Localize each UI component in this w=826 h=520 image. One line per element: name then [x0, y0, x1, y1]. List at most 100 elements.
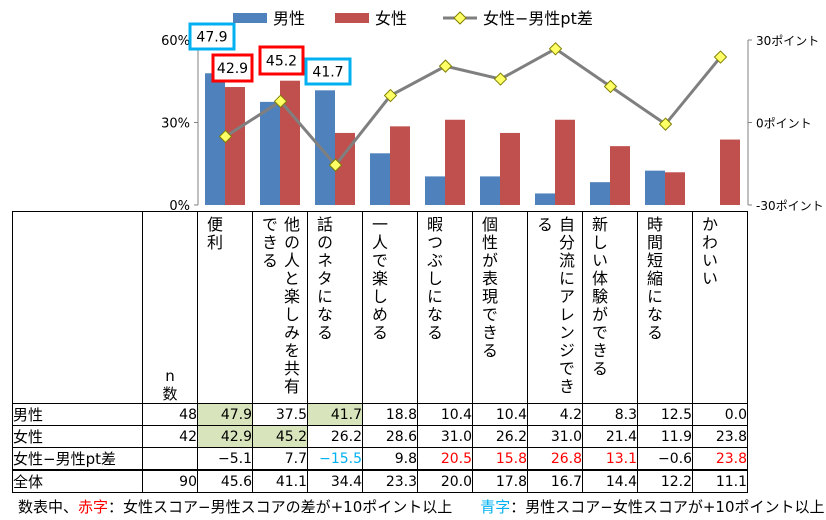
row-n [142, 447, 198, 471]
column-header-label: 一人で楽しめる [369, 216, 388, 342]
table-cell: 20.0 [417, 469, 473, 493]
legend-label: 男性 [273, 9, 305, 28]
bar-female [280, 80, 300, 205]
column-header-label: 暇つぶしになる [424, 216, 443, 342]
row-label: 全体 [12, 469, 143, 493]
table-cell: 18.8 [362, 403, 418, 426]
legend-swatch [335, 13, 369, 23]
value-callout-box [304, 57, 352, 86]
table-cell: 23.8 [692, 425, 748, 448]
row-n: 42 [142, 425, 198, 448]
footnote-prefix: 数表中、 [18, 498, 79, 516]
legend-swatch [233, 13, 267, 23]
diff-line [224, 47, 722, 168]
footnote-red-text: ：女性スコア−男性スコアの差が+10ポイント以上 [108, 498, 453, 516]
bar-female [555, 119, 575, 205]
diff-marker [658, 117, 673, 131]
footnote-red-label: 赤字 [78, 498, 109, 516]
table-cell: 41.1 [252, 469, 308, 493]
table-cell: 26.8 [527, 447, 583, 471]
column-header: 話のネタになる [307, 211, 363, 404]
table-cell: 45.6 [197, 469, 253, 493]
bar-female [720, 139, 740, 205]
table-cell: 13.1 [582, 447, 638, 471]
value-callout-box [211, 53, 254, 83]
value-callout-box [258, 45, 305, 76]
table-cell: 14.4 [582, 469, 638, 493]
table-cell: 23.8 [692, 447, 748, 471]
bar-male [645, 170, 665, 205]
table-cell: 10.4 [472, 403, 528, 426]
column-header: 個性が表現できる [472, 211, 528, 404]
table-row: 男性 48 47.9 37.5 41.7 18.8 10.4 10.4 4.2 8.3 12.5 0.… [12, 403, 748, 426]
table-cell: 41.7 [307, 403, 363, 426]
diff-marker [383, 88, 398, 103]
table-cell: −0.6 [637, 447, 693, 471]
bar-female [665, 172, 685, 205]
chart-area: 0% 30% 60% -30ポイント 0ポイント 30ポイント 47.9 42.9 45.2 41… [161, 9, 824, 212]
right-axis-tick-label: 30ポイント [756, 34, 819, 48]
table-cell: 20.5 [417, 447, 473, 471]
bar-male [425, 176, 445, 205]
column-header-label: かわいい [699, 216, 718, 288]
table-cell: 9.8 [362, 447, 418, 471]
table-cell: 21.4 [582, 425, 638, 448]
table-cell: 31.0 [527, 425, 583, 448]
diff-marker [328, 158, 343, 172]
column-header-label: 時間短縮になる [644, 216, 663, 342]
table-cell: 37.5 [252, 403, 308, 426]
diff-marker [218, 129, 233, 144]
table-cell: 23.3 [362, 469, 418, 493]
value-callout: 41.7 [312, 65, 343, 81]
bar-female [500, 132, 520, 205]
column-header: 他の人と楽しみを共有できる [252, 211, 308, 404]
bar-male [480, 176, 500, 205]
diff-marker [438, 59, 453, 73]
table-cell: 12.2 [637, 469, 693, 493]
row-label: 女性 [12, 425, 143, 448]
value-callout: 42.9 [217, 61, 248, 77]
column-header: 便利 [197, 211, 253, 404]
column-header: 新しい体験ができる [582, 211, 638, 404]
legend-label: 女性 [375, 9, 407, 28]
diff-marker [493, 72, 508, 86]
right-axis-tick-label: -30ポイント [756, 199, 824, 212]
value-callout: 45.2 [266, 54, 297, 70]
column-header: 時間短縮になる [637, 211, 693, 404]
row-n: 90 [142, 469, 198, 493]
table-cell: 42.9 [197, 425, 253, 448]
n-header: n 数 [142, 211, 198, 404]
table-cell: 28.6 [362, 425, 418, 448]
table-corner [12, 211, 143, 404]
table-cell: 11.9 [637, 425, 693, 448]
table-cell: 11.1 [692, 469, 748, 493]
legend-label: 女性−男性pt差 [483, 9, 593, 28]
bar-male [205, 73, 225, 206]
table-cell: −15.5 [307, 447, 363, 471]
value-callout: 47.9 [196, 30, 227, 46]
left-axis-tick-label: 60% [161, 34, 190, 49]
column-header: 一人で楽しめる [362, 211, 418, 404]
bar-female [225, 87, 245, 205]
table-row: 女性−男性pt差 −5.1 7.7 −15.5 9.8 20.5 15.8 26.8 13.1−… [12, 447, 748, 471]
table-row: 女性 42 42.9 45.2 26.2 28.6 31.0 26.2 31.0 21.4 11.9… [12, 425, 748, 448]
left-axis-tick-label: 0% [169, 199, 190, 212]
diff-marker [603, 79, 618, 94]
column-header: 暇つぶしになる [417, 211, 473, 404]
table-cell: 16.7 [527, 469, 583, 493]
row-label: 女性−男性pt差 [12, 447, 143, 471]
table-cell: 31.0 [417, 425, 473, 448]
diff-marker [713, 50, 728, 64]
table-header-row: n 数便利 他の人と楽しみを共有できる 話のネタになる 一人で楽しめる 暇つぶしになる 個… [12, 211, 748, 404]
table-cell: 10.4 [417, 403, 473, 426]
right-axis-tick-label: 0ポイント [756, 117, 812, 131]
column-header-label: 個性が表現できる [479, 216, 498, 360]
bar-female [335, 132, 355, 205]
table-cell: 34.4 [307, 469, 363, 493]
data-table: n 数便利 他の人と楽しみを共有できる 話のネタになる 一人で楽しめる 暇つぶしになる 個… [12, 211, 748, 493]
column-header: かわいい [692, 211, 748, 404]
table-cell: 26.2 [472, 425, 528, 448]
bar-female [390, 126, 410, 205]
column-header-label: 便利 [204, 216, 223, 252]
table-cell: 12.5 [637, 403, 693, 426]
